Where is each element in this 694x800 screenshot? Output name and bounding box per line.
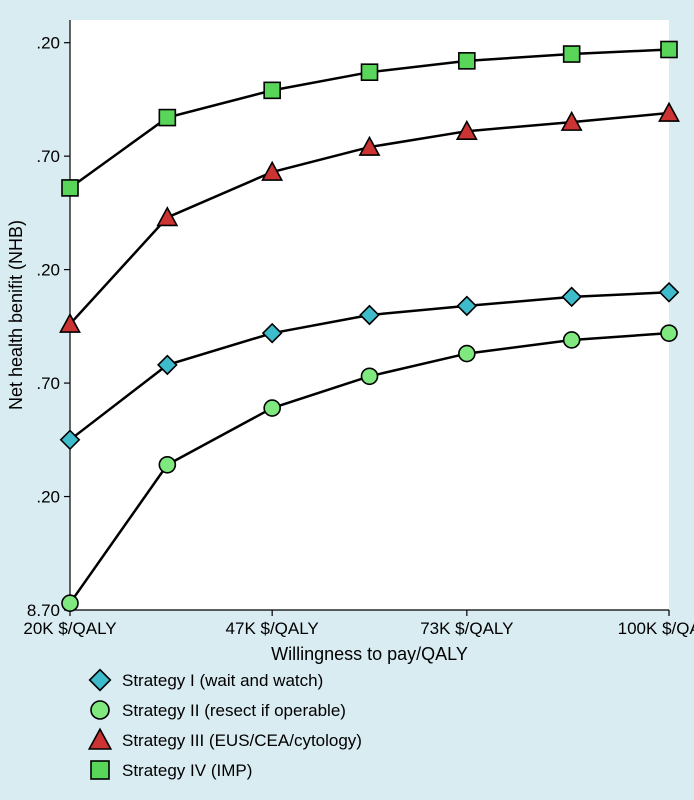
- circle-marker: [661, 325, 677, 341]
- y-tick-label: .20: [36, 261, 60, 280]
- square-marker: [159, 110, 175, 126]
- square-marker: [264, 82, 280, 98]
- circle-marker: [62, 595, 78, 611]
- square-marker: [564, 46, 580, 62]
- y-tick-label: .20: [36, 34, 60, 53]
- square-marker: [459, 53, 475, 69]
- nhb-chart: 8.70 .20 .70 .20 .70 .20 20K $/QALY 47K $/QALY 7…: [0, 0, 694, 800]
- y-axis-label: Net health benifit (NHB): [6, 220, 26, 410]
- legend-item: Strategy II (resect if operable): [91, 701, 346, 720]
- legend-item: Strategy I (wait and watch): [90, 670, 324, 691]
- square-marker: [91, 761, 109, 779]
- x-axis-label: Willingness to pay/QALY: [271, 644, 468, 664]
- square-marker: [362, 64, 378, 80]
- y-tick-label: .70: [36, 147, 60, 166]
- legend-label: Strategy IV (IMP): [122, 761, 252, 780]
- chart-container: 8.70 .20 .70 .20 .70 .20 20K $/QALY 47K $/QALY 7…: [0, 0, 694, 800]
- legend-label: Strategy III (EUS/CEA/cytology): [122, 731, 362, 750]
- legend-label: Strategy II (resect if operable): [122, 701, 346, 720]
- square-marker: [62, 180, 78, 196]
- x-tick-label: 100K $/QALY: [618, 619, 694, 638]
- y-tick-label: .70: [36, 374, 60, 393]
- legend-item: Strategy III (EUS/CEA/cytology): [89, 729, 362, 750]
- circle-marker: [159, 457, 175, 473]
- circle-marker: [264, 400, 280, 416]
- circle-marker: [459, 346, 475, 362]
- circle-marker: [91, 701, 109, 719]
- y-tick-label: .20: [36, 488, 60, 507]
- x-tick-label: 47K $/QALY: [226, 619, 319, 638]
- y-tick-label: 8.70: [27, 601, 60, 620]
- legend-label: Strategy I (wait and watch): [122, 671, 323, 690]
- x-tick-label: 20K $/QALY: [23, 619, 116, 638]
- square-marker: [661, 42, 677, 58]
- circle-marker: [564, 332, 580, 348]
- x-tick-label: 73K $/QALY: [420, 619, 513, 638]
- circle-marker: [362, 368, 378, 384]
